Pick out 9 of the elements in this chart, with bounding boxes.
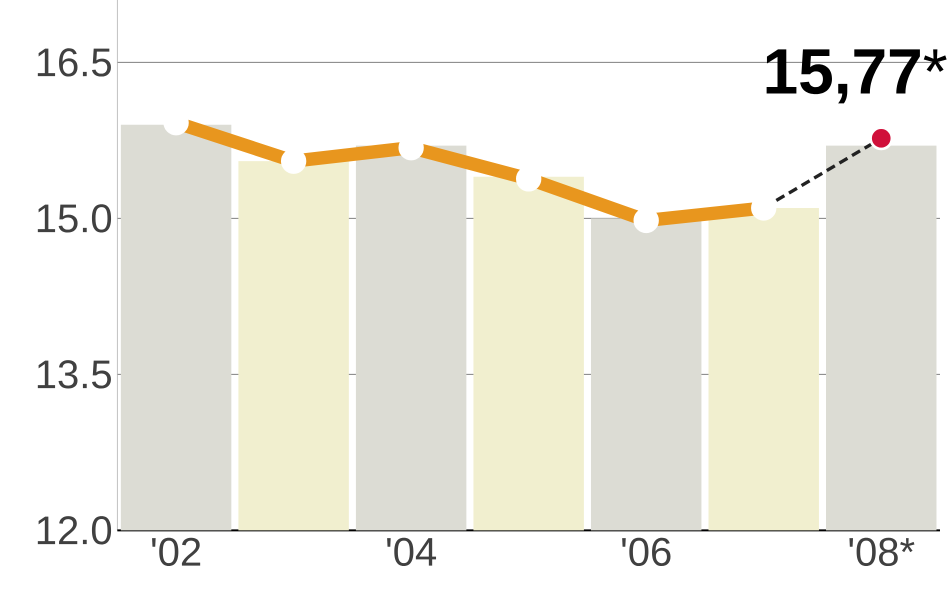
annotation: 15,77* (766, 49, 947, 104)
x-tick-label: '06 (622, 538, 671, 566)
y-tick-label: 13.5 (38, 360, 111, 389)
y-tick-label: 12.0 (38, 516, 112, 544)
y-tick-label: 16.5 (38, 48, 111, 77)
y-tick-label: 15.0 (38, 204, 112, 233)
x-tick-label: '08* (849, 538, 914, 566)
x-tick-label: '04 (387, 538, 436, 566)
x-tick-label: '02 (152, 538, 200, 566)
